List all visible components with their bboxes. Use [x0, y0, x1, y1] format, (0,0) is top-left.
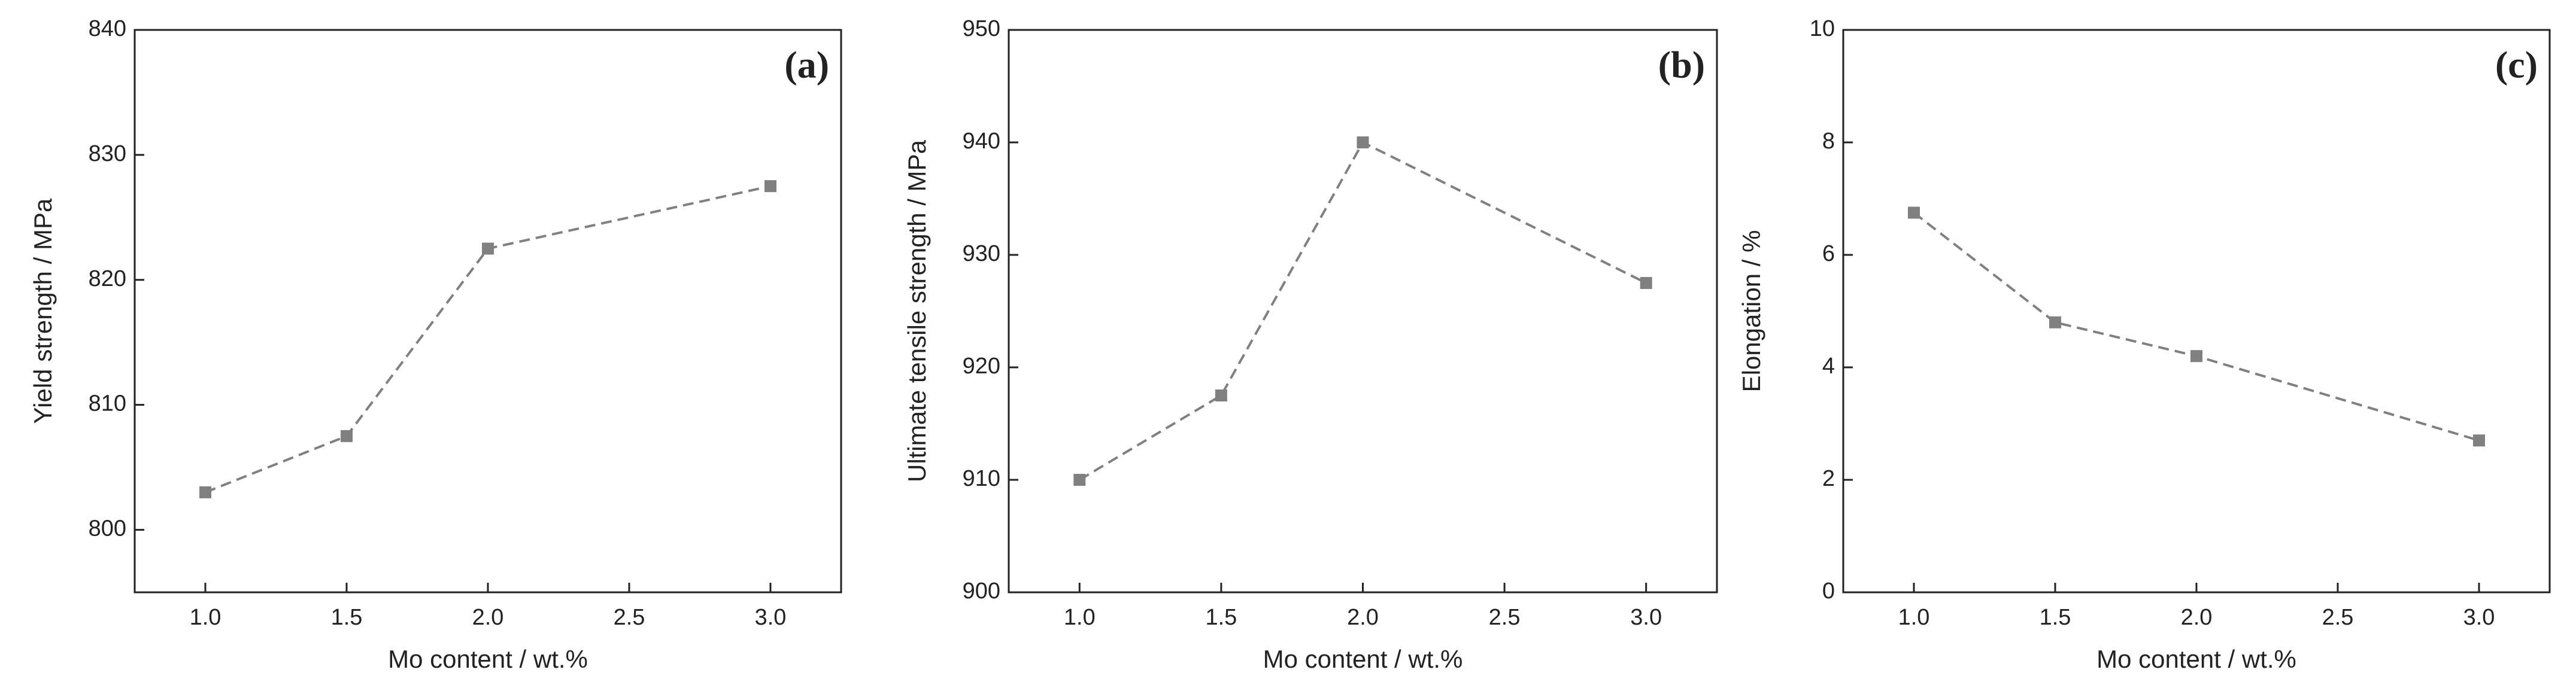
marker: [2049, 316, 2061, 328]
y-tick-label: 910: [963, 466, 1000, 491]
line: [1913, 211, 2480, 442]
y-tick-label: 4: [1822, 354, 1835, 379]
plot-frame: [1008, 29, 1718, 594]
y-tick-label: 8: [1822, 129, 1835, 154]
marker: [1215, 389, 1227, 401]
marker: [1640, 277, 1652, 289]
marker: [2473, 434, 2485, 447]
y-tick-label: 6: [1822, 241, 1835, 266]
x-axis-label: Mo content / wt.%: [1263, 645, 1463, 673]
marker: [199, 486, 211, 498]
x-tick-label: 2.5: [1489, 605, 1521, 630]
y-tick-label: 810: [89, 391, 126, 416]
y-axis-label: Ultimate tensile strength / MPa: [903, 139, 931, 482]
marker: [1073, 474, 1086, 486]
marker: [1357, 136, 1369, 148]
x-tick-label: 1.0: [190, 605, 222, 630]
plot-frame: [1842, 29, 2551, 594]
y-tick-label: 2: [1822, 466, 1835, 491]
y-tick-label: 800: [89, 516, 126, 541]
y-tick-label: 0: [1822, 579, 1835, 604]
marker: [341, 430, 353, 442]
marker: [2190, 350, 2202, 363]
line: [205, 185, 771, 494]
marker: [764, 180, 776, 193]
marker: [482, 242, 494, 255]
panel-label: (c): [2495, 44, 2538, 86]
panel-label: (b): [1658, 44, 1705, 86]
x-tick-label: 3.0: [2463, 605, 2495, 630]
y-tick-label: 900: [963, 579, 1000, 604]
y-tick-label: 940: [963, 129, 1000, 154]
y-tick-label: 840: [89, 16, 126, 41]
y-tick-label: 820: [89, 266, 126, 291]
marker: [1908, 206, 1920, 219]
x-tick-label: 2.0: [1347, 605, 1379, 630]
y-tick-label: 950: [963, 16, 1000, 41]
x-axis-label: Mo content / wt.%: [2096, 645, 2296, 673]
x-tick-label: 2.5: [2322, 605, 2354, 630]
x-tick-label: 3.0: [755, 605, 787, 630]
y-tick-label: 930: [963, 241, 1000, 266]
plot-frame: [133, 29, 842, 594]
x-tick-label: 1.5: [2040, 605, 2071, 630]
x-tick-label: 3.0: [1630, 605, 1662, 630]
line: [1079, 141, 1647, 481]
chart: 0 2 4 6 8 10 1.0 1.5 2.0 2.5 3.0 Mo content / wt.% E…: [1737, 16, 2551, 673]
x-tick-label: 2.5: [614, 605, 645, 630]
x-tick-label: 2.0: [472, 605, 504, 630]
y-tick-label: 920: [963, 354, 1000, 379]
x-tick-label: 1.5: [1205, 605, 1237, 630]
chart: 900 910 920 930 940 950 1.0 1.5 2.0 2.5 3.0 Mo cont…: [903, 16, 1718, 673]
y-axis-label: Elongation / %: [1737, 230, 1765, 392]
chart: 800 810 820 830 840 1.0 1.5 2.0 2.5 3.0 Mo content…: [29, 16, 842, 673]
y-tick-label: 10: [1810, 16, 1835, 41]
x-tick-label: 1.0: [1064, 605, 1096, 630]
x-axis-label: Mo content / wt.%: [388, 645, 588, 673]
y-axis-label: Yield strength / MPa: [29, 198, 57, 424]
x-tick-label: 2.0: [2181, 605, 2213, 630]
x-tick-label: 1.0: [1898, 605, 1930, 630]
y-tick-label: 830: [89, 141, 126, 166]
x-tick-label: 1.5: [331, 605, 363, 630]
panel-label: (a): [784, 44, 829, 86]
